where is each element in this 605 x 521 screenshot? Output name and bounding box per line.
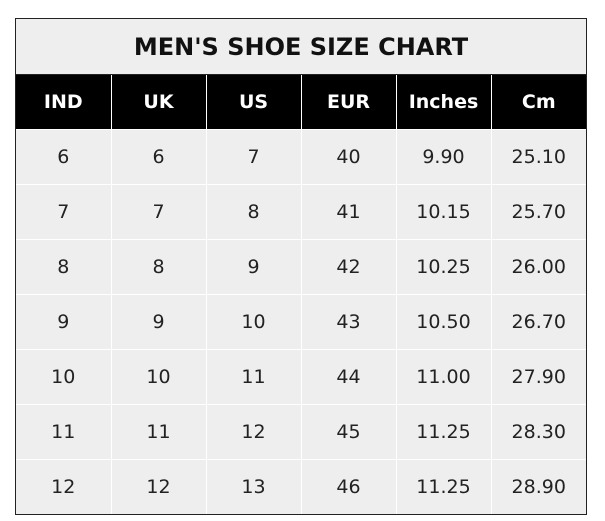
column-header: Inches [395, 74, 491, 130]
table-cell: 11.25 [395, 459, 491, 514]
table-cell: 11 [110, 404, 206, 460]
table-row: 7 7 8 41 10.15 25.70 [16, 184, 586, 240]
table-row: 11 11 12 45 11.25 28.30 [16, 404, 586, 460]
table-cell: 13 [205, 459, 301, 514]
table-cell: 12 [205, 404, 301, 460]
table-cell: 45 [300, 404, 396, 460]
table-cell: 11.25 [395, 404, 491, 460]
column-header: IND [16, 74, 111, 130]
table-cell: 41 [300, 184, 396, 240]
table-cell: 10 [110, 349, 206, 405]
table-cell: 8 [16, 239, 111, 295]
table-cell: 10.15 [395, 184, 491, 240]
table-cell: 7 [16, 184, 111, 240]
table-cell: 10 [16, 349, 111, 405]
table-cell: 9 [205, 239, 301, 295]
table-row: 9 9 10 43 10.50 26.70 [16, 294, 586, 350]
column-header: UK [110, 74, 206, 130]
column-header: US [205, 74, 301, 130]
table-cell: 7 [110, 184, 206, 240]
table-cell: 6 [16, 129, 111, 185]
table-cell: 44 [300, 349, 396, 405]
table-cell: 43 [300, 294, 396, 350]
size-chart: MEN'S SHOE SIZE CHART IND UK US EUR Inches Cm… [15, 18, 587, 515]
table-cell: 11.00 [395, 349, 491, 405]
table-cell: 28.30 [490, 404, 586, 460]
table-cell: 10.50 [395, 294, 491, 350]
size-table: MEN'S SHOE SIZE CHART IND UK US EUR Inches Cm… [16, 19, 586, 514]
table-cell: 8 [110, 239, 206, 295]
table-cell: 25.10 [490, 129, 586, 185]
column-header: Cm [490, 74, 586, 130]
table-cell: 9 [110, 294, 206, 350]
table-cell: 10 [205, 294, 301, 350]
column-header: EUR [300, 74, 396, 130]
table-cell: 11 [16, 404, 111, 460]
table-cell: 7 [205, 129, 301, 185]
table-cell: 8 [205, 184, 301, 240]
table-cell: 25.70 [490, 184, 586, 240]
table-cell: 27.90 [490, 349, 586, 405]
table-cell: 40 [300, 129, 396, 185]
table-cell: 12 [16, 459, 111, 514]
chart-title: MEN'S SHOE SIZE CHART [16, 19, 586, 75]
table-row: 6 6 7 40 9.90 25.10 [16, 129, 586, 185]
table-row: 8 8 9 42 10.25 26.00 [16, 239, 586, 295]
table-row: 12 12 13 46 11.25 28.90 [16, 459, 586, 514]
table-cell: 46 [300, 459, 396, 514]
table-cell: 10.25 [395, 239, 491, 295]
table-cell: 11 [205, 349, 301, 405]
table-row: 10 10 11 44 11.00 27.90 [16, 349, 586, 405]
table-cell: 6 [110, 129, 206, 185]
header-row: IND UK US EUR Inches Cm [16, 74, 586, 130]
table-cell: 9 [16, 294, 111, 350]
table-cell: 26.70 [490, 294, 586, 350]
table-cell: 26.00 [490, 239, 586, 295]
table-cell: 12 [110, 459, 206, 514]
table-cell: 42 [300, 239, 396, 295]
table-cell: 9.90 [395, 129, 491, 185]
table-cell: 28.90 [490, 459, 586, 514]
